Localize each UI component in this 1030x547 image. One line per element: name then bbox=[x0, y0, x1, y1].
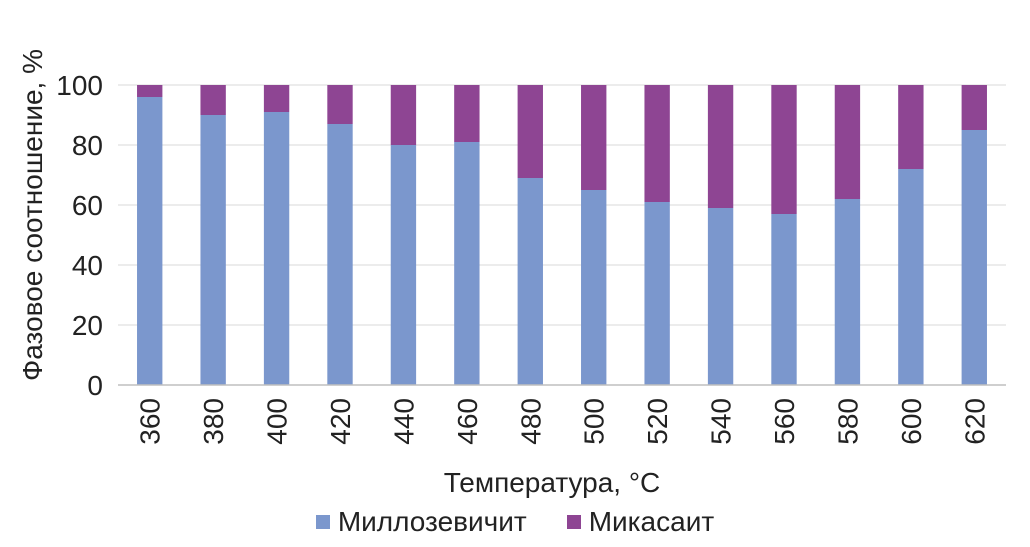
bar-millosevichite-440 bbox=[390, 145, 417, 385]
x-tick-label-440: 440 bbox=[388, 398, 419, 445]
bar-millosevichite-540 bbox=[707, 208, 734, 385]
y-tick-label-20: 20 bbox=[72, 310, 103, 341]
bar-mikasaite-440 bbox=[390, 85, 417, 145]
bar-millosevichite-420 bbox=[327, 124, 353, 385]
x-tick-label-480: 480 bbox=[515, 398, 546, 445]
x-tick-label-360: 360 bbox=[135, 398, 166, 445]
y-tick-label-100: 100 bbox=[56, 70, 103, 101]
bar-millosevichite-560 bbox=[771, 214, 797, 385]
y-tick-label-60: 60 bbox=[72, 190, 103, 221]
x-axis-label: Температура, °С bbox=[444, 467, 661, 498]
bar-millosevichite-400 bbox=[263, 112, 290, 385]
x-tick-label-460: 460 bbox=[452, 398, 483, 445]
bar-millosevichite-380 bbox=[200, 115, 226, 385]
x-tick-label-420: 420 bbox=[325, 398, 356, 445]
y-tick-label-0: 0 bbox=[87, 370, 103, 401]
bar-mikasaite-500 bbox=[581, 85, 607, 190]
bar-mikasaite-360 bbox=[137, 85, 163, 97]
x-tick-label-620: 620 bbox=[959, 398, 990, 445]
bar-millosevichite-460 bbox=[454, 142, 480, 385]
bar-mikasaite-480 bbox=[517, 85, 543, 178]
legend: Миллозевичит Микасаит bbox=[0, 502, 1030, 542]
bar-millosevichite-480 bbox=[517, 178, 543, 385]
gridlines bbox=[118, 84, 1006, 326]
legend-item-millosevichite: Миллозевичит bbox=[315, 506, 527, 538]
bar-millosevichite-360 bbox=[137, 97, 163, 385]
bar-millosevichite-520 bbox=[644, 202, 670, 385]
legend-label-millosevichite: Миллозевичит bbox=[337, 506, 527, 537]
y-tick-labels: 0 20 40 60 80 100 bbox=[56, 70, 103, 401]
legend-swatch-millosevichite bbox=[315, 515, 330, 529]
bar-mikasaite-420 bbox=[327, 85, 353, 124]
bar-mikasaite-380 bbox=[200, 85, 226, 115]
bar-mikasaite-520 bbox=[644, 85, 670, 202]
legend-swatch-mikasaite bbox=[566, 515, 581, 529]
x-tick-label-600: 600 bbox=[896, 398, 927, 445]
bar-millosevichite-500 bbox=[581, 190, 607, 385]
bar-mikasaite-540 bbox=[707, 85, 734, 208]
x-tick-label-400: 400 bbox=[262, 398, 293, 445]
x-tick-label-520: 520 bbox=[642, 398, 673, 445]
bar-millosevichite-600 bbox=[898, 169, 924, 385]
x-tick-label-500: 500 bbox=[579, 398, 610, 445]
legend-label-mikasaite: Микасаит bbox=[588, 506, 715, 537]
x-tick-label-540: 540 bbox=[706, 398, 737, 445]
x-tick-label-560: 560 bbox=[769, 398, 800, 445]
bars bbox=[137, 85, 987, 385]
bar-mikasaite-560 bbox=[771, 85, 797, 214]
legend-item-mikasaite: Микасаит bbox=[566, 506, 715, 538]
x-tick-label-380: 380 bbox=[198, 398, 229, 445]
x-tick-labels: 360 380 400 420 440 460 480 500 520 540 560 580 600 6… bbox=[135, 398, 991, 445]
bar-mikasaite-460 bbox=[454, 85, 480, 142]
bar-mikasaite-580 bbox=[834, 85, 861, 199]
bar-mikasaite-620 bbox=[961, 85, 987, 130]
bar-millosevichite-620 bbox=[961, 130, 987, 385]
bar-mikasaite-400 bbox=[263, 85, 290, 112]
y-axis-label: Фазовое соотношение, % bbox=[17, 49, 48, 381]
y-tick-label-40: 40 bbox=[72, 250, 103, 281]
y-tick-label-80: 80 bbox=[72, 130, 103, 161]
bar-millosevichite-580 bbox=[834, 199, 861, 385]
bar-mikasaite-600 bbox=[898, 85, 924, 169]
x-tick-label-580: 580 bbox=[832, 398, 863, 445]
